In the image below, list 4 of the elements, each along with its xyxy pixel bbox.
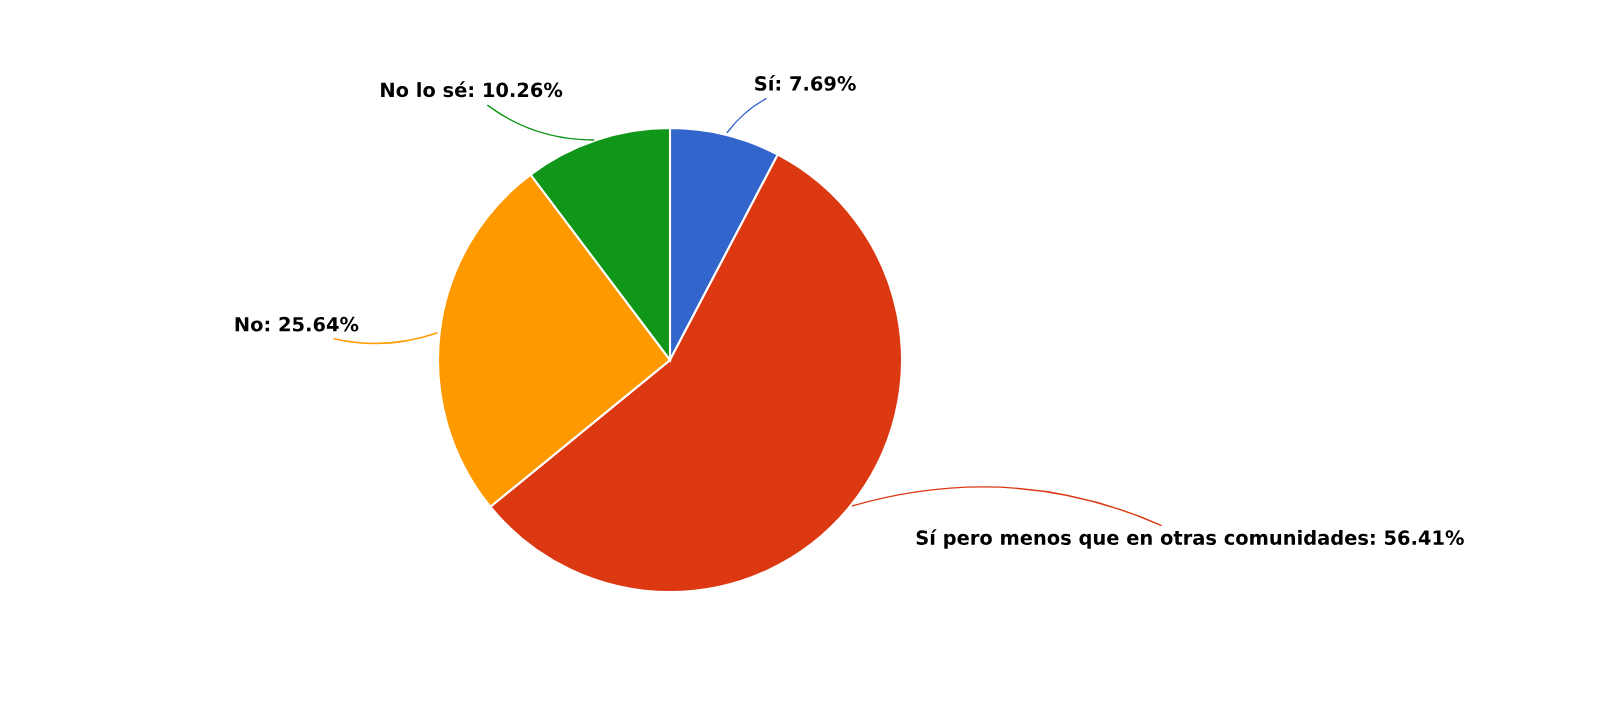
slice-label: No: 25.64% bbox=[235, 316, 359, 332]
slice-label: Sí: 7.69% bbox=[755, 74, 856, 91]
slice-label: No lo sé: 10.26% bbox=[381, 81, 563, 98]
slice-label: Sí pero menos que en otras comunidades: 56.41% bbox=[916, 529, 1464, 549]
